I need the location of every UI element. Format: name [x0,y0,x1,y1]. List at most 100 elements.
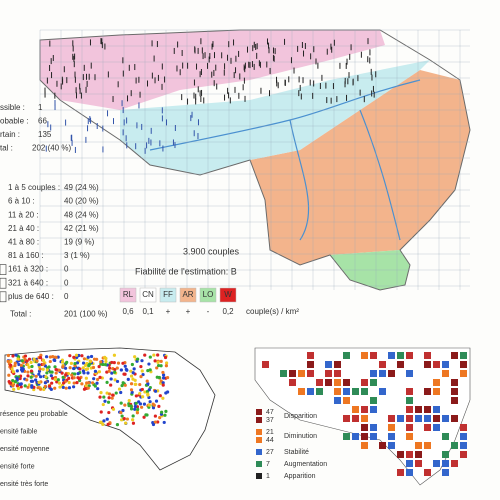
density-legend: ensité forte [0,463,35,470]
dot [49,374,53,378]
dot [63,366,68,370]
trend-squares [262,352,467,476]
dot [38,356,43,360]
dot [20,369,24,373]
region-ff [120,60,430,175]
dot [81,361,86,365]
dot [97,370,102,374]
dot [142,415,146,419]
trend-square [451,379,458,386]
trend-label: Diminution [284,433,317,440]
trend-square [442,415,449,422]
dot [143,390,147,394]
dot [49,387,53,392]
dot [92,357,97,361]
trend-count: 21 [266,429,274,436]
dot [112,353,117,357]
legend-box [0,277,7,289]
dot [157,404,161,408]
abundance-value: 48 (24 %) [64,210,99,219]
dot [18,382,22,386]
trend-square [424,361,431,368]
dot [161,376,166,380]
trend-square [397,415,404,422]
trend-symbol [256,437,262,443]
trend-square [451,388,458,395]
legend-box [0,264,7,275]
trend-square [406,415,413,422]
trend-square [424,406,431,413]
trend-square [406,370,413,377]
dot [161,373,166,377]
dot [50,381,54,385]
dot [161,381,165,385]
dot [116,361,121,365]
dot [13,380,18,384]
abundance-value: 201 (100 %) [64,310,108,319]
dot [161,383,165,387]
dot [38,367,42,371]
dot [11,369,15,374]
trend-square [433,361,440,368]
dot [6,359,10,363]
dot [83,363,88,367]
dot [86,371,90,375]
trend-square [406,424,413,431]
dot [57,368,61,372]
dot [15,369,19,373]
dot [23,354,28,358]
dot [153,359,157,363]
dot [10,367,14,371]
trend-count: 44 [266,437,274,444]
status-value: 66 [38,117,47,126]
dot [89,354,94,359]
dot [148,355,152,359]
dot [95,381,99,385]
trend-square [370,397,377,404]
trend-square [334,397,341,404]
dot [98,395,102,399]
dot [61,375,65,380]
dot [117,387,122,391]
dot [130,390,134,394]
trend-square [370,379,377,386]
dot [110,396,114,400]
trend-square [352,415,359,422]
dot [109,377,113,381]
dot [142,402,147,406]
trend-square [460,361,467,368]
dot [53,355,57,359]
trend-square [307,388,314,395]
trend-square [343,379,350,386]
dot [61,381,66,385]
dot [129,388,134,392]
dot [130,362,134,367]
dot [165,390,170,394]
dot [161,396,165,400]
dot [16,386,21,391]
dot [119,410,123,415]
trend-square [370,352,377,359]
dot [26,363,30,367]
dot [114,391,118,395]
trend-square [433,388,440,395]
dot [154,399,159,403]
dot [162,420,166,425]
dot [67,380,71,385]
abundance-label: 41 à 80 : [8,238,39,247]
trend-square [388,433,395,440]
abundance-value: 0 [64,292,69,301]
dot [120,383,124,388]
dot [164,409,168,413]
dot [146,392,150,396]
dot [72,355,76,359]
dot [158,415,162,420]
dot [161,370,165,375]
dot [26,370,30,374]
dot [11,384,15,388]
trend-square [433,406,440,413]
dot [134,394,138,398]
dot [123,364,127,368]
dot [91,381,95,385]
